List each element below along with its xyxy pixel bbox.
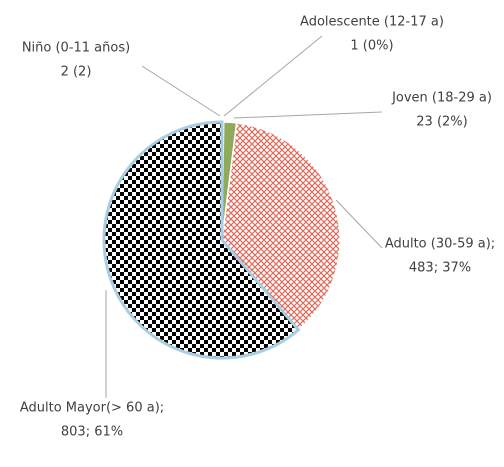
slice-value-label: 803; 61% <box>61 425 123 440</box>
slice-category-label: Adulto (30-59 a); <box>385 237 495 252</box>
slice-category-label: Niño (0-11 años) <box>22 41 130 56</box>
leader-line <box>141 65 221 117</box>
pie-slice <box>221 122 341 332</box>
pie-slice <box>102 120 301 360</box>
leader-line <box>335 199 383 249</box>
slice-category-label: Joven (18-29 a) <box>391 91 492 106</box>
slice-value-label: 483; 37% <box>409 261 471 276</box>
pie <box>102 120 341 360</box>
slice-value-label: 2 (2) <box>61 65 92 80</box>
slice-category-label: Adolescente (12-17 a) <box>300 15 444 30</box>
slice-category-label: Adulto Mayor(> 60 a); <box>20 401 164 416</box>
leader-line <box>233 111 383 119</box>
labels: Niño (0-11 años) 2 (2) Adolescente (12-17 … <box>20 15 495 440</box>
slice-value-label: 23 (2%) <box>416 115 467 130</box>
slice-value-label: 1 (0%) <box>350 39 393 54</box>
leader-line <box>223 35 323 117</box>
